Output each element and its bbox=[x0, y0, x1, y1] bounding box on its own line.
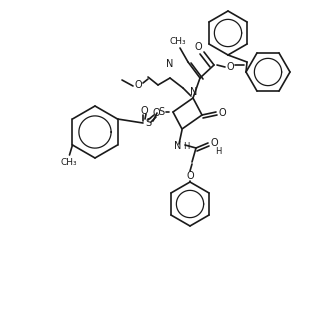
Text: N: N bbox=[190, 87, 198, 97]
Text: H: H bbox=[215, 147, 221, 156]
Text: H: H bbox=[183, 141, 189, 150]
Text: O: O bbox=[140, 106, 148, 116]
Text: N: N bbox=[174, 141, 182, 151]
Text: CH₃: CH₃ bbox=[60, 157, 77, 166]
Text: O: O bbox=[152, 108, 160, 118]
Text: O: O bbox=[194, 42, 202, 52]
Text: O: O bbox=[210, 138, 218, 148]
Text: S: S bbox=[158, 107, 164, 117]
Text: O: O bbox=[226, 62, 234, 72]
Text: N: N bbox=[166, 59, 174, 69]
Text: CH₃: CH₃ bbox=[170, 36, 186, 45]
Text: O: O bbox=[186, 171, 194, 181]
Text: S: S bbox=[145, 118, 151, 128]
Text: O: O bbox=[218, 108, 226, 118]
Text: O: O bbox=[134, 80, 142, 90]
